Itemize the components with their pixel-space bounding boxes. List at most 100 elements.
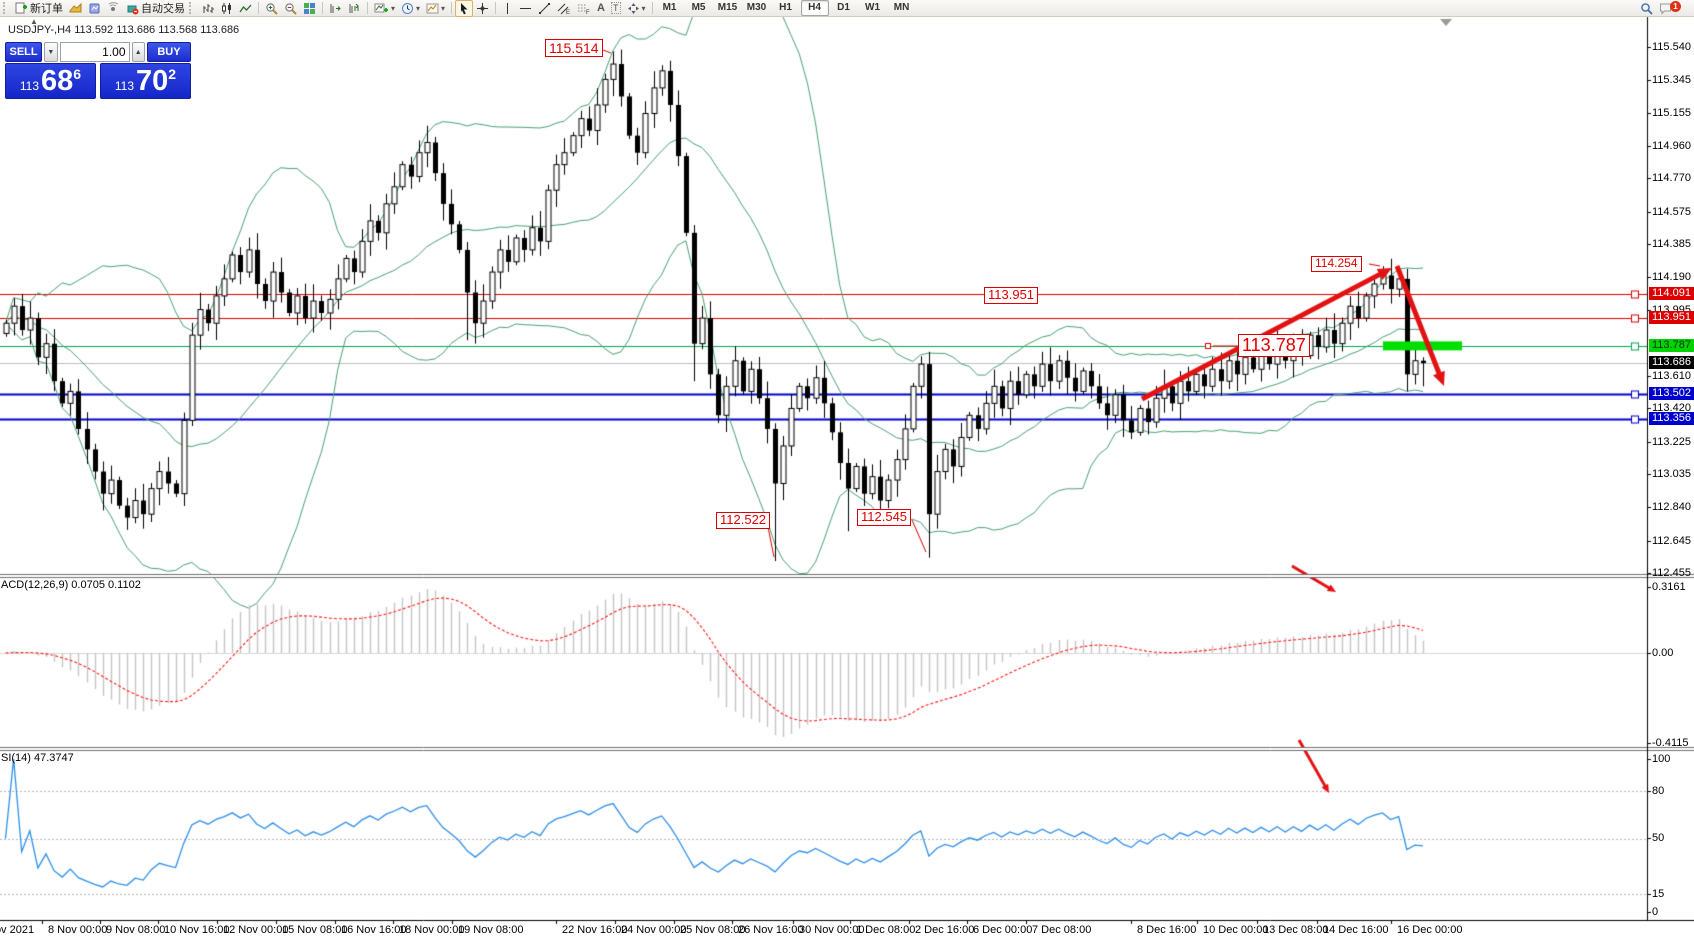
new-order-button[interactable]: 新订单	[12, 0, 66, 17]
price-marker-badge: 113.356	[1649, 412, 1694, 426]
chart-title: USDJPY-,H4 113.592 113.686 113.568 113.6…	[8, 24, 240, 36]
buy-button[interactable]: BUY	[146, 42, 192, 62]
rsi-indicator-label: SI(14) 47.3747	[1, 752, 74, 764]
toolbar-grip[interactable]	[189, 2, 195, 14]
price-annotation-label[interactable]: 113.787	[1238, 334, 1310, 357]
step-end-button[interactable]	[345, 0, 364, 17]
price-tick-label: 113.225	[1652, 435, 1691, 448]
horizontal-line-icon	[520, 7, 532, 9]
chart-end-icon	[349, 3, 359, 13]
trendline-icon	[539, 2, 551, 14]
cursor-tool-button[interactable]	[455, 0, 474, 17]
price-annotation-label[interactable]: 112.545	[857, 509, 912, 526]
step-forward-button[interactable]	[326, 0, 345, 17]
trendline-tool[interactable]	[535, 0, 554, 17]
candlestick-icon	[222, 2, 231, 14]
profiles-icon	[89, 3, 100, 13]
profiles-button[interactable]	[85, 0, 104, 17]
vertical-line-tool[interactable]	[499, 0, 516, 17]
rsi-scale-label: 50	[1652, 832, 1665, 844]
sell-button[interactable]: SELL	[5, 42, 43, 62]
timeframe-w1[interactable]: W1	[865, 2, 881, 13]
price-tick-label: 115.155	[1652, 106, 1691, 119]
fibonacci-tool[interactable]: F	[574, 0, 594, 17]
timeframe-m1[interactable]: M1	[662, 2, 677, 13]
date-tick-label: 24 Nov 00:00	[621, 924, 687, 936]
periods-button[interactable]: ▾	[398, 0, 423, 17]
new-chart-button[interactable]	[66, 0, 85, 17]
rsi-scale-label: 100	[1652, 753, 1671, 765]
dropdown-caret: ▾	[641, 3, 646, 13]
macd-scale-label: 0.3161	[1652, 581, 1686, 593]
date-tick-label: 12 Nov 00:00	[223, 924, 289, 936]
indicators-button[interactable]: ▾	[371, 0, 398, 17]
timeframe-mn[interactable]: MN	[893, 2, 910, 13]
text-icon: A	[597, 2, 605, 14]
tile-windows-button[interactable]	[300, 0, 319, 17]
timeframe-h4[interactable]: H4	[800, 0, 829, 16]
date-tick-label: 6 Dec 00:00	[973, 924, 1033, 936]
notification-badge: 1	[1670, 0, 1681, 12]
clock-icon	[402, 2, 414, 14]
rsi-panel-divider[interactable]	[0, 746, 1647, 751]
time-axis[interactable]	[0, 920, 1647, 939]
line-chart-button[interactable]	[236, 0, 255, 17]
sell-price-big-figure: 113	[19, 79, 40, 93]
arrows-icon	[627, 2, 639, 14]
toolbar-grip[interactable]	[3, 2, 9, 14]
buy-price-panel[interactable]: 113 70 2	[100, 63, 191, 99]
volume-down-stepper[interactable]: ▼	[44, 42, 58, 62]
volume-up-stepper[interactable]: ▲	[131, 42, 145, 62]
price-annotation-label[interactable]: 114.254	[1311, 256, 1362, 272]
buy-price-pips: 70	[136, 65, 169, 97]
panel-collapse-icon[interactable]: ▲	[30, 17, 38, 26]
price-tick-label: 114.960	[1652, 139, 1691, 152]
price-marker-badge: 113.686	[1649, 356, 1694, 370]
timeframe-m5[interactable]: M5	[691, 2, 706, 13]
timeframe-m15[interactable]: M15	[717, 2, 738, 13]
date-tick-label: Nov 2021	[0, 924, 35, 936]
macd-panel-divider[interactable]	[0, 573, 1647, 578]
timeframe-d1[interactable]: D1	[837, 2, 850, 13]
date-tick-label: 30 Nov 00:00	[799, 924, 865, 936]
dropdown-caret: ▾	[416, 3, 421, 13]
timeframe-m30[interactable]: M30	[746, 2, 767, 13]
macd-scale-label: 0.00	[1652, 647, 1674, 659]
auto-trading-icon	[127, 5, 139, 14]
candlestick-chart-button[interactable]	[217, 0, 236, 17]
horizontal-line-tool[interactable]	[516, 0, 535, 17]
arrows-tool[interactable]: ▾	[624, 0, 649, 17]
price-annotation-label[interactable]: 112.522	[716, 512, 771, 529]
macd-scale-label: -0.4115	[1652, 737, 1689, 749]
price-annotation-label[interactable]: 115.514	[545, 39, 603, 58]
bar-chart-button[interactable]	[198, 0, 217, 17]
channel-tool[interactable]: E	[554, 0, 574, 17]
toolbar: 新订单 自动交易	[0, 0, 1694, 17]
equidistant-channel-icon: E	[557, 3, 570, 15]
notifications-button[interactable]: 1	[1656, 0, 1688, 17]
timeframe-h1[interactable]: H1	[779, 2, 792, 13]
price-marker-badge: 113.951	[1649, 310, 1694, 324]
rsi-scale-label: 80	[1652, 785, 1665, 797]
zoom-in-button[interactable]	[262, 0, 281, 17]
search-button[interactable]	[1637, 0, 1656, 17]
date-tick-label: 7 Dec 08:00	[1032, 924, 1092, 936]
auto-trading-button[interactable]: 自动交易	[123, 0, 188, 17]
templates-button[interactable]: ▾	[423, 0, 448, 17]
price-axis[interactable]	[1647, 17, 1694, 920]
price-annotation-label[interactable]: 113.951	[984, 287, 1039, 304]
volume-input[interactable]	[59, 42, 130, 62]
text-tool[interactable]: A	[594, 0, 608, 17]
macd-indicator-label: ACD(12,26,9) 0.0705 0.1102	[1, 579, 141, 591]
price-marker-badge: 114.091	[1649, 287, 1694, 301]
zoom-out-button[interactable]	[281, 0, 300, 17]
market-watch-button[interactable]	[104, 0, 123, 17]
price-marker-badge: 113.502	[1649, 387, 1694, 401]
text-label-tool[interactable]: T	[608, 0, 624, 17]
sell-price-panel[interactable]: 113 68 6	[5, 63, 96, 99]
crosshair-tool-button[interactable]	[473, 0, 492, 17]
auto-trading-label: 自动交易	[141, 3, 185, 15]
